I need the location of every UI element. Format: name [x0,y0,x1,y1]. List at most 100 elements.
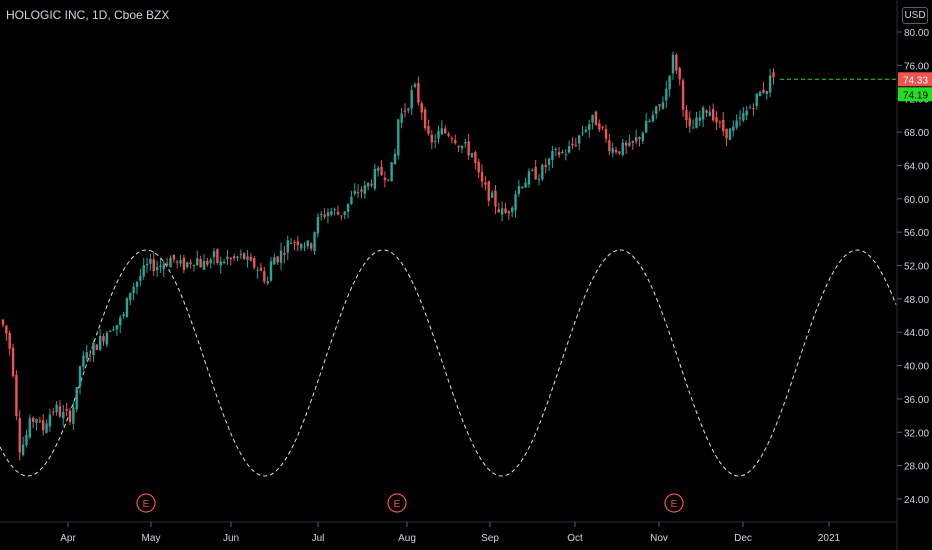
candle-body [387,179,390,181]
earnings-marker-circle[interactable] [136,493,156,513]
candle-body [621,142,624,156]
earnings-marker-circle[interactable] [664,493,684,513]
candle-body [310,243,313,249]
candle-body [668,75,671,90]
candle-body [554,148,557,150]
candle-body [95,344,98,351]
candle-body [765,90,768,95]
candle-body [199,258,202,268]
candle-body [447,133,450,136]
candle-body [437,131,440,139]
candle-body [407,108,410,111]
candle-body [467,141,470,156]
candle-body [206,260,209,265]
y-tick-label: 24.00 [904,495,929,506]
candle-body [601,126,604,128]
candle-body [269,261,273,281]
candle-body [52,411,55,413]
candle-body [598,123,601,130]
candle-body [433,140,437,142]
candle-body [129,292,132,301]
candle-body [316,216,320,234]
candle-body [169,257,172,268]
candle-body [353,190,356,194]
candle-body [229,258,232,260]
candle-body [105,332,109,345]
candle-body [139,276,142,281]
candle-body [370,183,373,186]
candle-body [671,54,675,74]
x-tick-label: Dec [734,533,752,544]
candle-body [701,107,705,120]
candle-body [661,102,665,109]
candle-body [356,191,360,193]
candle-body [179,260,182,264]
candle-body [303,246,306,248]
candle-body [578,135,581,144]
candle-body [430,134,433,143]
candle-body [259,267,263,271]
earnings-marker-label: E [394,499,401,510]
candle-body [125,298,129,318]
candle-body [742,113,745,121]
candle-body [531,169,534,171]
candle-body [78,366,82,387]
candle-body [681,80,685,110]
candle-body [665,88,668,101]
x-tick-label: Jul [312,533,325,544]
candle-body [236,256,239,259]
x-tick-label: Apr [60,533,76,544]
candle-body [581,132,584,134]
candle-body [547,158,551,166]
candle-body [641,132,645,142]
candle-body [18,418,21,453]
candle-body [712,109,715,121]
candle-body [346,203,350,212]
candle-body [11,347,15,377]
candle-body [400,113,403,123]
y-tick-label: 64.00 [904,161,929,172]
candle-body [524,182,527,188]
candle-body [460,145,464,149]
price-tag-bg [898,87,932,102]
candle-body [534,166,537,180]
candle-body [283,252,286,255]
candle-body [484,182,487,185]
candle-body [658,104,661,107]
candle-body [544,164,547,167]
candle-body [320,214,323,216]
candle-body [574,144,578,146]
candle-body [735,120,738,128]
candle-body [145,264,149,266]
candle-body [330,211,333,215]
candle-body [256,269,259,271]
y-tick-label: 68.00 [904,128,929,139]
candle-body [192,264,196,266]
candle-body [768,75,772,93]
candle-body [239,253,243,255]
candle-body [38,420,42,422]
candle-body [65,409,68,411]
candle-body [68,410,72,422]
x-tick-label: Oct [567,533,583,544]
candle-body [477,161,480,173]
currency-button[interactable]: USD [902,7,928,24]
candle-body [678,67,681,80]
candle-body [182,257,186,270]
candle-body [655,106,658,114]
price-tag-label: 74.19 [903,90,928,101]
candle-body [373,168,377,189]
candle-body [35,418,38,423]
candle-body [494,190,497,207]
candle-body [567,146,571,153]
candle-body [377,167,380,171]
candle-body [109,331,112,333]
candle-body [21,444,25,455]
earnings-marker-circle[interactable] [387,493,407,513]
candle-body [390,162,393,182]
candle-body [340,215,343,217]
candle-body [708,111,712,117]
candle-body [444,128,447,133]
candle-body [480,171,484,182]
